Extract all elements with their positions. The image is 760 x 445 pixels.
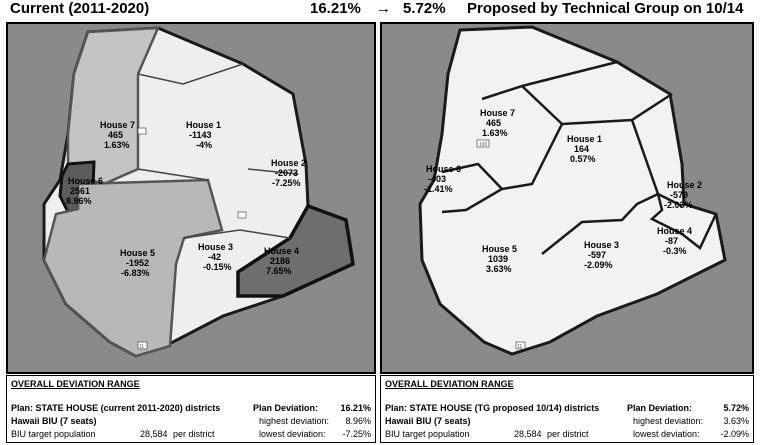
left-map-panel: 11 House 7 465 1.63% House 1 -1143 -4% House… <box>6 22 376 374</box>
right-lowest-label: lowest deviation: <box>633 429 700 439</box>
right-info-heading: OVERALL DEVIATION RANGE <box>385 379 514 389</box>
svg-text:-1143: -1143 <box>189 130 212 140</box>
svg-text:-0.15%: -0.15% <box>203 262 232 272</box>
right-map-panel: 190 11 House 7 465 1.63% House 1 164 0.57% H… <box>380 22 754 374</box>
svg-text:House 6: House 6 <box>426 164 461 174</box>
svg-text:-2.09%: -2.09% <box>584 260 613 270</box>
right-plan-name: Plan: STATE HOUSE (TG proposed 10/14) di… <box>385 403 600 413</box>
svg-text:-6.83%: -6.83% <box>121 268 150 278</box>
left-deviation-box: OVERALL DEVIATION RANGE Plan: STATE HOUS… <box>6 375 376 443</box>
svg-text:-0.3%: -0.3% <box>663 246 687 256</box>
svg-text:7.65%: 7.65% <box>266 266 292 276</box>
svg-text:-4%: -4% <box>196 140 212 150</box>
svg-text:House 3: House 3 <box>584 240 619 250</box>
route-190-label: 190 <box>479 142 488 148</box>
left-plan-name: Plan: STATE HOUSE (current 2011-2020) di… <box>11 403 221 413</box>
label-house-4: House 4-87-0.3% <box>657 226 692 256</box>
svg-text:465: 465 <box>108 130 123 140</box>
svg-text:1039: 1039 <box>488 254 508 264</box>
svg-text:House 3: House 3 <box>198 242 233 252</box>
left-highest-label: highest deviation: <box>259 416 330 426</box>
svg-text:-579: -579 <box>670 190 688 200</box>
right-plan-dev-value: 5.72% <box>723 403 749 413</box>
svg-text:164: 164 <box>574 144 589 154</box>
right-deviation-box: OVERALL DEVIATION RANGE Plan: STATE HOUS… <box>380 375 754 443</box>
svg-text:House 2: House 2 <box>271 158 306 168</box>
svg-text:House 7: House 7 <box>100 120 135 130</box>
svg-text:House 2: House 2 <box>667 180 702 190</box>
right-plan-dev-label: Plan Deviation: <box>627 403 693 413</box>
svg-text:1.63%: 1.63% <box>104 140 130 150</box>
svg-text:-403: -403 <box>428 174 446 184</box>
district-boundaries <box>441 60 718 255</box>
left-target-value: 28,584 <box>140 429 168 439</box>
left-target-label: BIU target population <box>11 429 96 439</box>
label-house-6: House 6-403-1.41% <box>424 164 461 194</box>
left-map-title: Current (2011-2020) <box>10 0 150 17</box>
label-house-2: House 2-2073-7.25% <box>271 158 306 188</box>
svg-text:House 6: House 6 <box>68 176 103 186</box>
current-deviation: 16.21% <box>310 0 361 17</box>
svg-text:3.63%: 3.63% <box>486 264 512 274</box>
svg-text:-1.41%: -1.41% <box>424 184 453 194</box>
right-map-title: Proposed by Technical Group on 10/14 <box>467 0 744 17</box>
right-target-value: 28,584 <box>514 429 542 439</box>
svg-text:465: 465 <box>486 118 501 128</box>
left-biu: Hawaii BIU (7 seats) <box>11 416 97 426</box>
svg-text:-42: -42 <box>208 252 221 262</box>
svg-text:House 5: House 5 <box>120 248 155 258</box>
svg-text:-1952: -1952 <box>126 258 149 268</box>
right-highest-label: highest deviation: <box>633 416 704 426</box>
label-house-2: House 2-579-2.03% <box>664 180 702 210</box>
svg-text:House 1: House 1 <box>186 120 221 130</box>
svg-text:8.96%: 8.96% <box>66 196 92 206</box>
svg-text:0.57%: 0.57% <box>570 154 596 164</box>
proposed-deviation: 5.72% <box>403 0 446 17</box>
label-house-3: House 3-42-0.15% <box>198 242 233 272</box>
district-house-4 <box>236 203 355 298</box>
left-plan-dev-label: Plan Deviation: <box>253 403 319 413</box>
left-info-heading: OVERALL DEVIATION RANGE <box>11 379 140 389</box>
route-11-label: 11 <box>139 344 144 350</box>
svg-text:House 4: House 4 <box>264 246 299 256</box>
left-lowest-label: lowest deviation: <box>259 429 326 439</box>
svg-text:House 4: House 4 <box>657 226 692 236</box>
label-house-5: House 5-1952-6.83% <box>120 248 155 278</box>
svg-text:House 1: House 1 <box>567 134 602 144</box>
svg-text:House 5: House 5 <box>482 244 517 254</box>
left-lowest-value: -7.25% <box>342 429 371 439</box>
svg-text:-7.25%: -7.25% <box>272 178 301 188</box>
svg-text:-2073: -2073 <box>275 168 298 178</box>
svg-text:2561: 2561 <box>70 186 90 196</box>
svg-text:-87: -87 <box>665 236 678 246</box>
left-highest-value: 8.96% <box>345 416 371 426</box>
label-house-3: House 3-597-2.09% <box>584 240 619 270</box>
route-11-label: 11 <box>517 344 522 350</box>
right-highest-value: 3.63% <box>723 416 749 426</box>
svg-text:-2.03%: -2.03% <box>664 200 693 210</box>
left-per-district: per district <box>173 429 215 439</box>
svg-text:-597: -597 <box>588 250 606 260</box>
right-per-district: per district <box>547 429 589 439</box>
right-target-label: BIU target population <box>385 429 470 439</box>
right-lowest-value: -2.09% <box>720 429 749 439</box>
arrow-icon: → <box>376 0 391 17</box>
district-house-5 <box>42 178 224 358</box>
left-plan-dev-value: 16.21% <box>340 403 371 413</box>
svg-text:2186: 2186 <box>270 256 290 266</box>
right-biu: Hawaii BIU (7 seats) <box>385 416 471 426</box>
svg-text:1.63%: 1.63% <box>482 128 508 138</box>
svg-text:House 7: House 7 <box>480 108 515 118</box>
label-house-1: House 1-1143-4% <box>186 120 221 150</box>
